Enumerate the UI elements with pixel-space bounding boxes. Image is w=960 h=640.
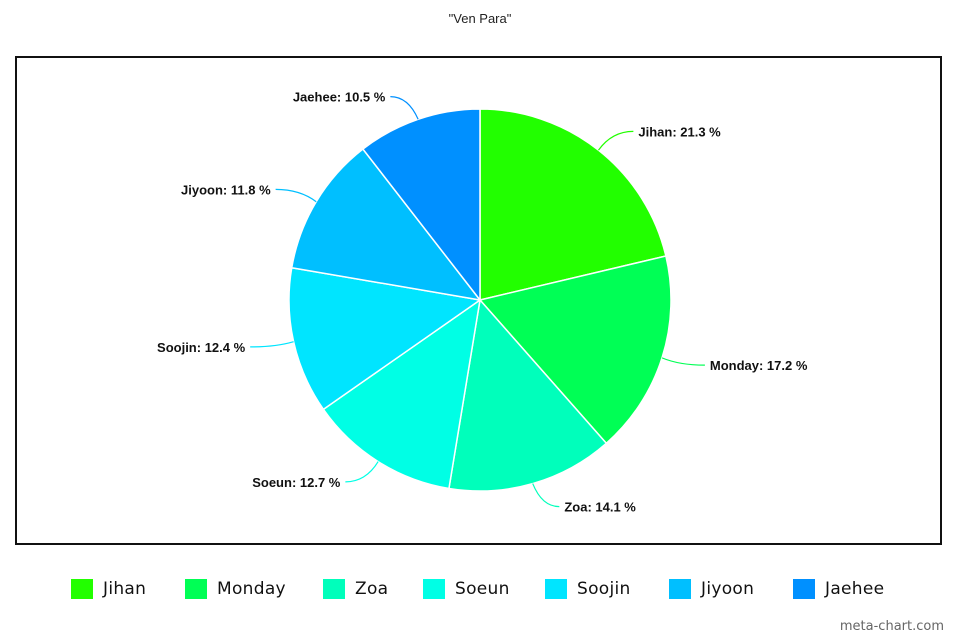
legend-swatch xyxy=(185,579,207,599)
legend-item-soojin[interactable]: Soojin xyxy=(545,578,631,600)
legend-label: Soojin xyxy=(577,579,631,599)
legend-item-jiyoon[interactable]: Jiyoon xyxy=(669,578,754,600)
slice-label-jaehee: Jaehee: 10.5 % xyxy=(293,90,386,105)
pie-labels: Jihan: 21.3 % Monday: 17.2 % Zoa: 14.1 % So… xyxy=(157,90,808,515)
legend-swatch xyxy=(545,579,567,599)
pie-slice-jaehee[interactable] xyxy=(361,108,481,303)
legend-label: Monday xyxy=(217,579,286,599)
leader-line-jiyoon xyxy=(275,188,317,203)
leader-line-jihan xyxy=(597,130,634,151)
legend-label: Jaehee xyxy=(825,579,885,599)
legend-item-jaehee[interactable]: Jaehee xyxy=(793,578,884,600)
leader-line-jaehee xyxy=(390,95,419,120)
slice-label-zoa: Zoa: 14.1 % xyxy=(564,500,636,515)
slice-label-soojin: Soojin: 12.4 % xyxy=(157,340,246,355)
legend-item-zoa[interactable]: Zoa xyxy=(323,578,388,600)
legend: Jihan Monday Zoa Soeun Soojin Jiyoon Jae… xyxy=(0,578,960,602)
chart-title: "Ven Para" xyxy=(448,11,512,26)
leader-line-soeun xyxy=(345,461,379,483)
slice-label-soeun: Soeun: 12.7 % xyxy=(252,475,341,490)
legend-label: Jiyoon xyxy=(701,579,755,599)
legend-item-soeun[interactable]: Soeun xyxy=(423,578,510,600)
legend-swatch xyxy=(793,579,815,599)
watermark: meta-chart.com xyxy=(839,619,944,634)
legend-item-jihan[interactable]: Jihan xyxy=(71,578,146,600)
pie-slice-jiyoon[interactable] xyxy=(290,148,482,302)
pie-slices xyxy=(288,108,672,492)
legend-item-monday[interactable]: Monday xyxy=(185,578,286,600)
pie-slice-soojin[interactable] xyxy=(288,266,482,411)
legend-swatch xyxy=(71,579,93,599)
legend-label: Soeun xyxy=(455,579,510,599)
pie-slice-jihan[interactable] xyxy=(479,108,667,301)
leader-line-zoa xyxy=(532,483,560,508)
legend-label: Jihan xyxy=(103,579,147,599)
slice-label-monday: Monday: 17.2 % xyxy=(710,358,808,373)
pie-leader-lines xyxy=(250,95,705,508)
legend-swatch xyxy=(669,579,691,599)
legend-swatch xyxy=(323,579,345,599)
legend-swatch xyxy=(423,579,445,599)
leader-line-soojin xyxy=(250,341,294,348)
pie-slice-zoa[interactable] xyxy=(448,298,608,492)
slice-label-jiyoon: Jiyoon: 11.8 % xyxy=(181,182,271,197)
slice-label-jihan: Jihan: 21.3 % xyxy=(638,124,721,139)
leader-line-monday xyxy=(661,357,705,366)
legend-label: Zoa xyxy=(355,579,389,599)
